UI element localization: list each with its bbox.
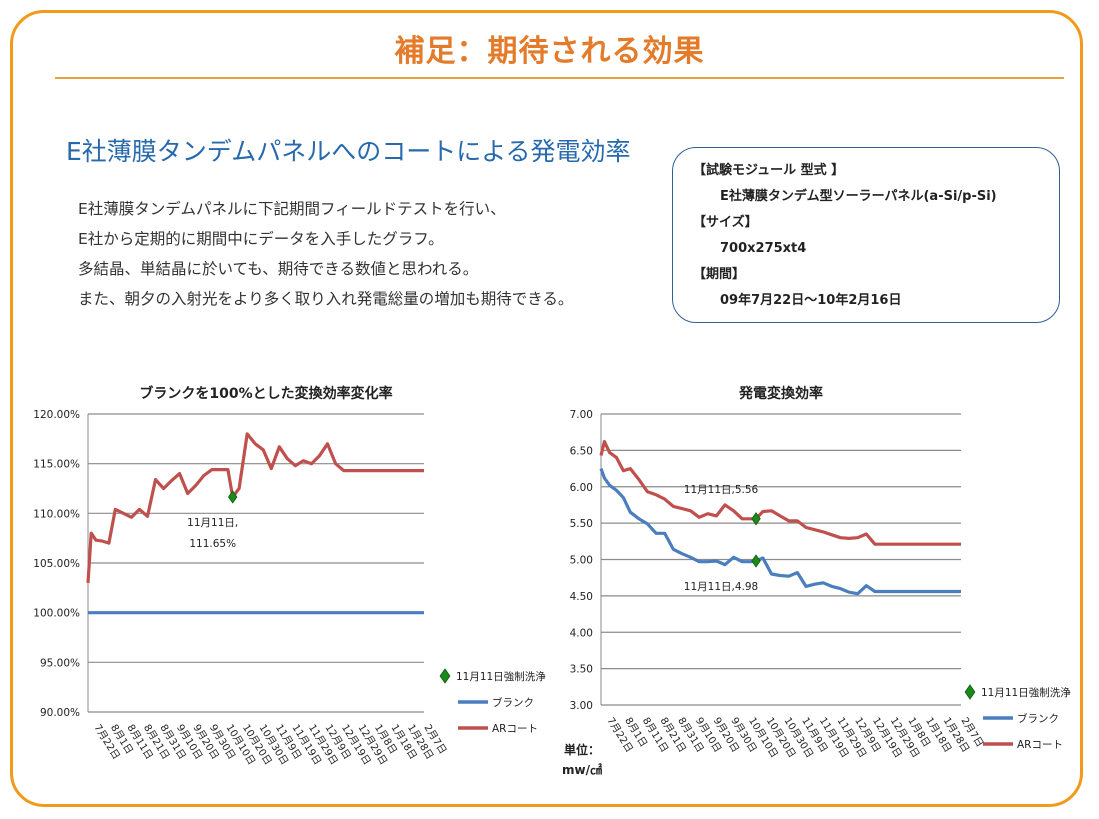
y-tick-label: 6.50 [570,445,593,457]
description-line: E社から定期的に期間中にデータを入手したグラフ。 [78,230,444,248]
y-tick-label: 110.00% [33,508,80,520]
legend-marker [964,684,976,700]
y-tick-label: 5.00 [570,555,593,567]
series-line-ar-coat [86,432,424,584]
legend-label: ブランク [492,696,534,709]
y-tick-label: 4.50 [570,591,593,603]
title-divider [55,77,1064,79]
y-tick-label: 7.00 [570,409,593,421]
description-line: また、朝夕の入射光をより多く取り入れ発電総量の増加も期待できる。 [78,290,574,308]
description-text: E社薄膜タンデムパネルに下記期間フィールドテストを行い、 E社から定期的に期間中… [78,194,573,314]
slide-frame [10,10,1083,807]
legend-marker [439,668,451,684]
cleaning-marker [228,490,238,504]
y-tick-label: 105.00% [33,558,80,570]
y-tick-label: 100.00% [33,608,80,620]
unit-label-line: mw/㎠ [562,763,602,777]
y-tick-label: 3.00 [570,700,593,712]
data-label: 11月11日, [187,517,238,529]
module-label: 【試験モジュール 型式 】 [693,163,845,178]
cleaning-marker [751,512,761,526]
test-info-box: 【試験モジュール 型式 】 E社薄膜タンデム型ソーラーパネル(a-Si/p-Si… [672,147,1060,323]
period-value: 09年7月22日～10年2月16日 [720,293,902,308]
size-label: 【サイズ】 [693,215,758,230]
y-tick-label: 5.50 [570,518,593,530]
period-label: 【期間】 [693,267,746,282]
y-tick-label: 3.50 [570,664,593,676]
unit-label-line: 単位： [563,743,600,757]
page-title: 補足：期待される効果 [394,34,705,69]
data-label: 11月11日,5.56 [684,484,759,496]
section-subtitle: E社薄膜タンデムパネルへのコートによる発電効率 [66,137,631,166]
legend-label: 11月11日強制洗浄 [456,670,546,683]
legend-label: ARコート [492,723,538,735]
y-tick-label: 120.00% [33,409,80,421]
y-tick-label: 90.00% [40,707,80,719]
chart-title: ブランクを100%とした変換効率変化率 [139,385,392,402]
legend-label: ブランク [1017,712,1059,725]
cleaning-marker [751,554,761,568]
description-line: 多結晶、単結晶に於いても、期待できる数値と思われる。 [78,260,479,278]
module-value: E社薄膜タンデム型ソーラーパネル(a-Si/p-Si) [720,189,997,204]
y-tick-label: 95.00% [40,657,80,669]
y-tick-label: 4.00 [570,627,593,639]
legend-label: ARコート [1017,739,1063,751]
y-tick-label: 6.00 [570,482,593,494]
data-label: 11月11日,4.98 [684,581,758,593]
size-value: 700x275xt4 [720,241,807,256]
series-line-blank [599,468,961,596]
unit-label: 単位： mw/㎠ [552,740,612,780]
chart-title: 発電変換効率 [738,385,823,402]
data-label: 111.65% [189,538,236,550]
series-line-ar-coat [599,440,961,546]
description-line: E社薄膜タンデムパネルに下記期間フィールドテストを行い、 [78,200,506,218]
y-tick-label: 115.00% [33,459,80,471]
legend-label: 11月11日強制洗浄 [981,686,1071,699]
